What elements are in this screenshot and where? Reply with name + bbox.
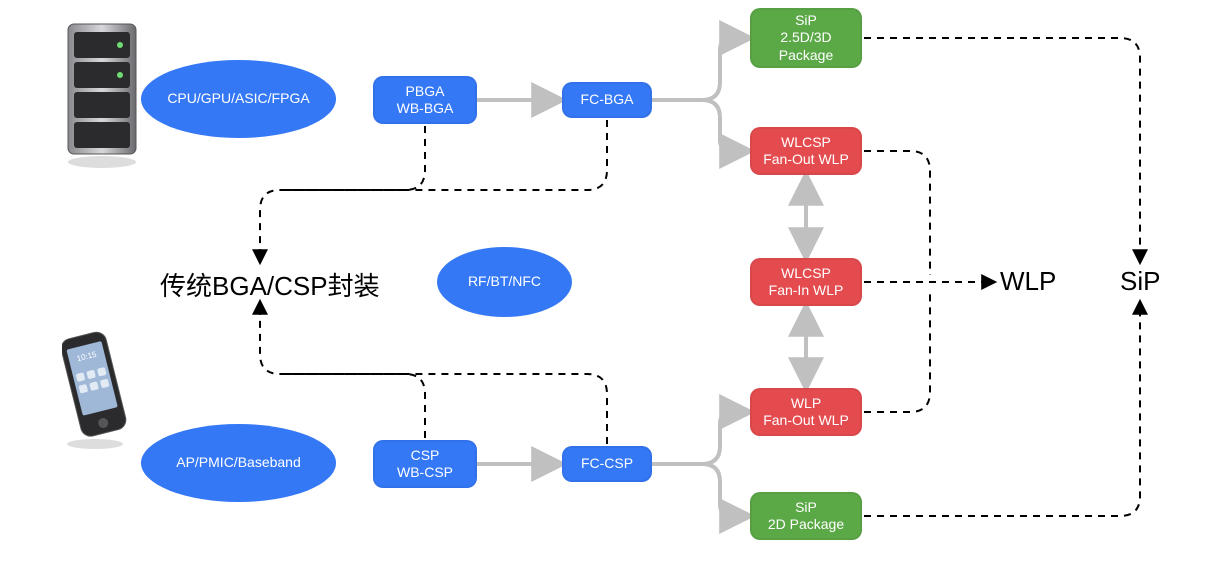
- server-icon: [62, 20, 142, 170]
- node-fcbga: FC-BGA: [562, 82, 652, 118]
- node-label: SiP 2.5D/3D Package: [779, 12, 833, 65]
- node-label: RF/BT/NFC: [468, 273, 541, 291]
- node-fccsp: FC-CSP: [562, 446, 652, 482]
- node-sip1: SiP 2.5D/3D Package: [750, 8, 862, 68]
- node-label: FC-BGA: [581, 91, 634, 109]
- node-label: FC-CSP: [581, 455, 633, 473]
- node-label: AP/PMIC/Baseband: [176, 454, 301, 472]
- node-wlcsp1: WLCSP Fan-Out WLP: [750, 127, 862, 175]
- node-label: WLP Fan-Out WLP: [763, 395, 849, 430]
- node-pbga: PBGA WB-BGA: [373, 76, 477, 124]
- node-label: WLCSP Fan-In WLP: [769, 265, 844, 300]
- node-sip2: SiP 2D Package: [750, 492, 862, 540]
- node-label: PBGA WB-BGA: [397, 83, 454, 118]
- node-rf: RF/BT/NFC: [437, 247, 572, 317]
- node-csp: CSP WB-CSP: [373, 440, 477, 488]
- node-label: CSP WB-CSP: [397, 447, 453, 482]
- node-ap: AP/PMIC/Baseband: [141, 424, 336, 502]
- node-label: SiP 2D Package: [768, 499, 844, 534]
- node-wlp: WLP Fan-Out WLP: [750, 388, 862, 436]
- diagram-canvas: 10:15 CPU/GPU/ASIC/FPGARF/BT/NFCA: [0, 0, 1210, 568]
- node-label: WLCSP Fan-Out WLP: [763, 134, 849, 169]
- node-cpu: CPU/GPU/ASIC/FPGA: [141, 60, 336, 138]
- phone-icon: 10:15: [62, 330, 128, 450]
- node-wlcsp2: WLCSP Fan-In WLP: [750, 258, 862, 306]
- label-wlplbl: WLP: [1000, 266, 1056, 297]
- label-trad: 传统BGA/CSP封装: [160, 266, 380, 303]
- node-label: CPU/GPU/ASIC/FPGA: [167, 90, 309, 108]
- label-siplbl: SiP: [1120, 266, 1160, 297]
